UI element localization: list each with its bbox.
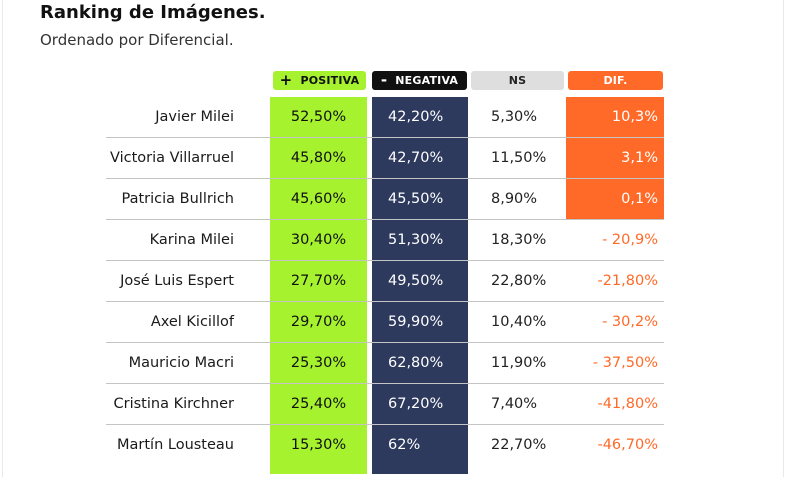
header-positiva-label: POSITIVA	[300, 74, 360, 87]
row-ns: 18,30%	[491, 232, 547, 248]
row-ns: 22,80%	[491, 273, 547, 289]
row-dif: -21,80%	[597, 273, 658, 289]
ranking-table: Javier Milei 52,50% 42,20% 5,30% 10,3% V…	[106, 97, 664, 465]
row-name: Martín Lousteau	[117, 437, 234, 453]
row-name: Cristina Kirchner	[113, 396, 234, 412]
row-dif: -46,70%	[597, 437, 658, 453]
row-negativa: 67,20%	[388, 396, 444, 412]
row-negativa: 42,70%	[388, 150, 444, 166]
header-positiva: + POSITIVA	[273, 71, 366, 90]
row-ns: 11,50%	[491, 150, 547, 166]
row-negativa: 45,50%	[388, 191, 444, 207]
row-dif: - 30,2%	[602, 314, 658, 330]
row-name: Axel Kicillof	[150, 314, 234, 330]
row-dif: 3,1%	[621, 150, 658, 166]
row-dif: 0,1%	[621, 191, 658, 207]
row-positiva: 45,60%	[290, 191, 347, 207]
table-row: Karina Milei 30,40% 51,30% 18,30% - 20,9…	[106, 220, 664, 261]
row-dif: -41,80%	[597, 396, 658, 412]
row-dif: - 20,9%	[602, 232, 658, 248]
row-positiva: 15,30%	[290, 437, 347, 453]
header-negativa-label: NEGATIVA	[395, 74, 459, 87]
minus-icon: -	[380, 71, 388, 89]
table-row: Martín Lousteau 15,30% 62% 22,70% -46,70…	[106, 425, 664, 465]
row-negativa: 42,20%	[388, 109, 444, 125]
row-positiva: 45,80%	[290, 150, 347, 166]
row-positiva: 29,70%	[290, 314, 347, 330]
row-negativa: 49,50%	[388, 273, 444, 289]
table-row: José Luis Espert 27,70% 49,50% 22,80% -2…	[106, 261, 664, 302]
table-row: Patricia Bullrich 45,60% 45,50% 8,90% 0,…	[106, 179, 664, 220]
row-dif: - 37,50%	[592, 355, 658, 371]
header-ns-label: NS	[508, 74, 527, 87]
page-subtitle: Ordenado por Diferencial.	[40, 31, 234, 49]
row-ns: 8,90%	[491, 191, 538, 207]
row-name: Karina Milei	[149, 232, 234, 248]
row-ns: 10,40%	[491, 314, 547, 330]
row-positiva: 30,40%	[290, 232, 347, 248]
row-positiva: 25,30%	[290, 355, 347, 371]
row-ns: 5,30%	[491, 109, 538, 125]
table-row: Victoria Villarruel 45,80% 42,70% 11,50%…	[106, 138, 664, 179]
row-ns: 7,40%	[491, 396, 538, 412]
row-negativa: 62,80%	[388, 355, 444, 371]
header-negativa: - NEGATIVA	[372, 71, 467, 90]
row-name: Mauricio Macri	[128, 355, 234, 371]
row-ns: 11,90%	[491, 355, 547, 371]
row-positiva: 25,40%	[290, 396, 347, 412]
divider-left	[2, 0, 3, 477]
plus-icon: +	[279, 71, 293, 89]
positiva-column-background	[270, 97, 367, 474]
row-dif: 10,3%	[611, 109, 658, 125]
header-dif-label: DIF.	[603, 74, 628, 87]
row-name: Javier Milei	[155, 109, 234, 125]
page-title: Ranking de Imágenes.	[40, 2, 266, 23]
row-ns: 22,70%	[491, 437, 547, 453]
table-row: Cristina Kirchner 25,40% 67,20% 7,40% -4…	[106, 384, 664, 425]
row-negativa: 62%	[388, 437, 421, 453]
table-row: Javier Milei 52,50% 42,20% 5,30% 10,3%	[106, 97, 664, 138]
table-row: Mauricio Macri 25,30% 62,80% 11,90% - 37…	[106, 343, 664, 384]
row-name: Patricia Bullrich	[121, 191, 235, 207]
row-negativa: 51,30%	[388, 232, 444, 248]
header-ns: NS	[471, 71, 564, 90]
row-positiva: 52,50%	[290, 109, 347, 125]
row-name: José Luis Espert	[120, 273, 234, 289]
row-negativa: 59,90%	[388, 314, 444, 330]
row-name: Victoria Villarruel	[109, 150, 234, 166]
header-dif: DIF.	[568, 71, 663, 90]
dif-highlight-background	[566, 97, 664, 219]
divider-right	[783, 0, 784, 477]
table-row: Axel Kicillof 29,70% 59,90% 10,40% - 30,…	[106, 302, 664, 343]
row-positiva: 27,70%	[290, 273, 347, 289]
negativa-column-background	[372, 97, 468, 474]
